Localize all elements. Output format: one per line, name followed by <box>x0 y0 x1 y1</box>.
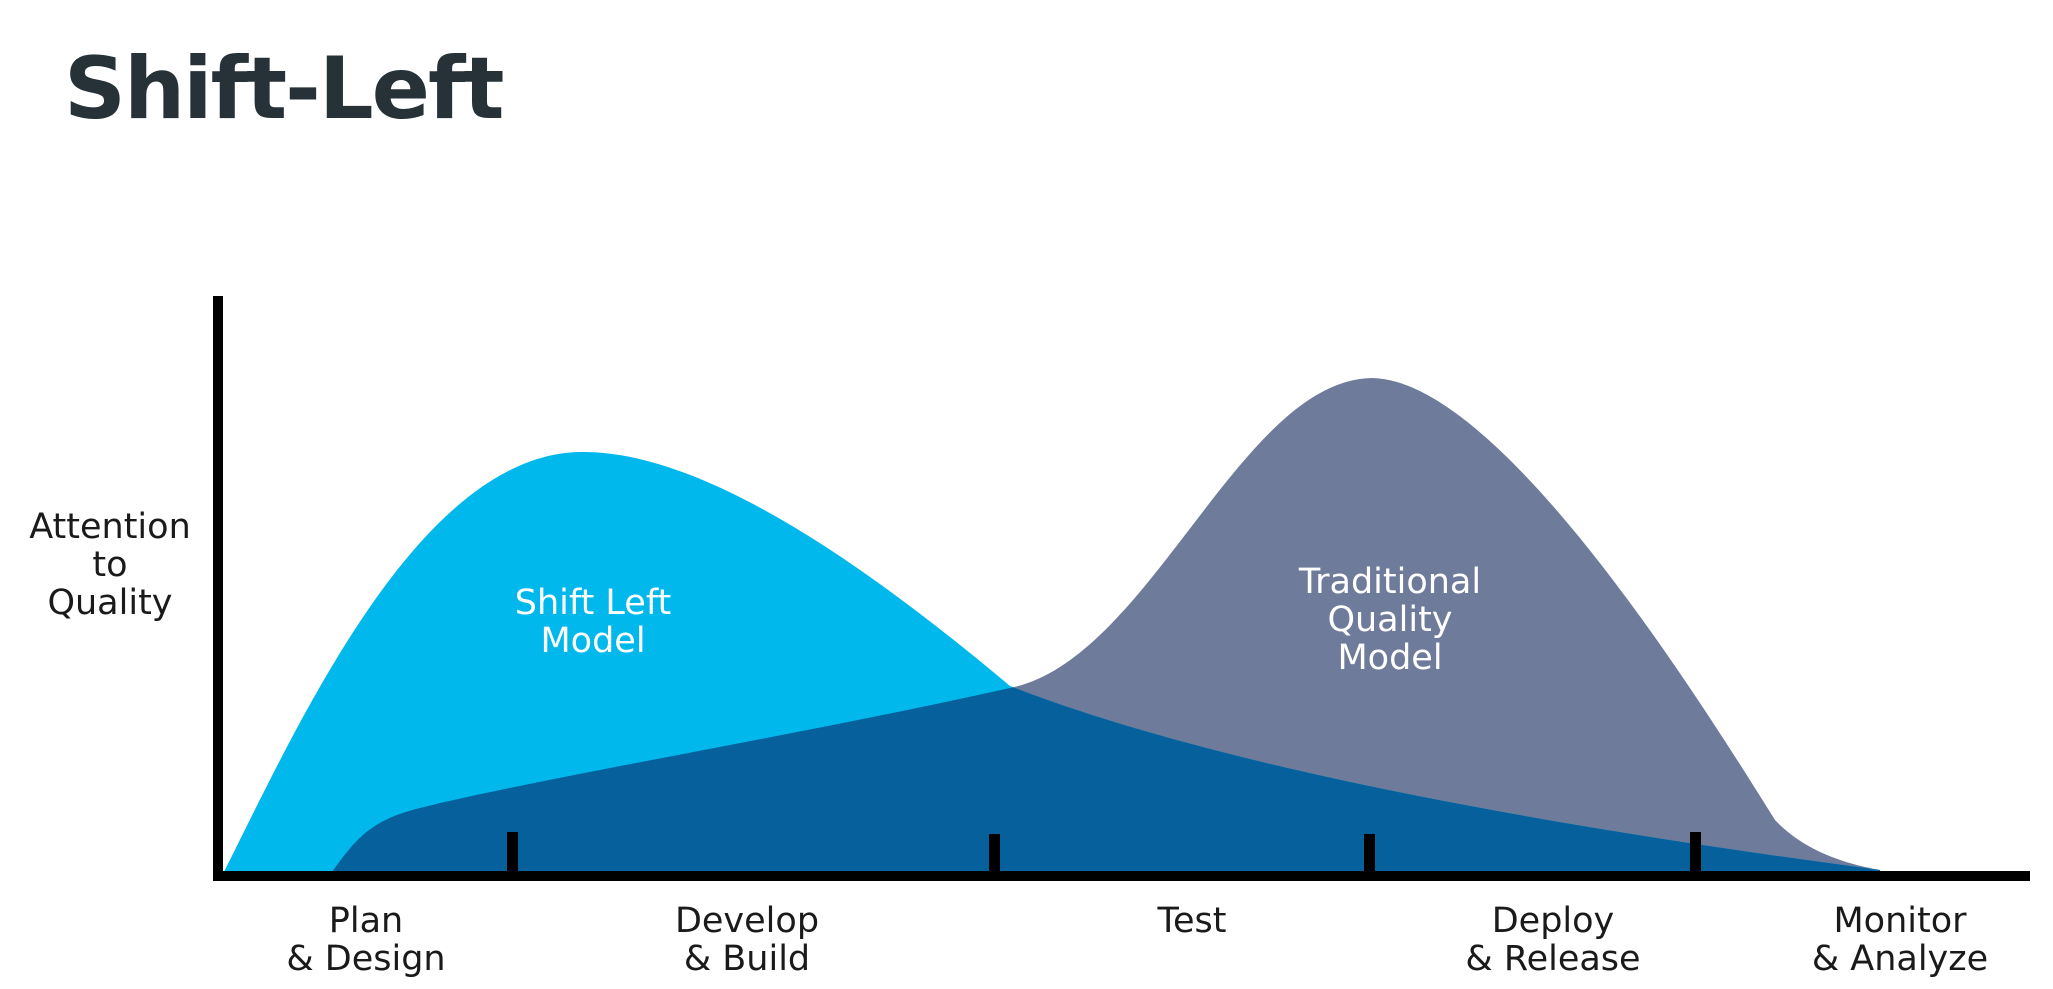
y-axis-label-line: Quality <box>47 583 173 623</box>
stage-label-line: & Analyze <box>1811 939 1989 979</box>
curve-label-line: Quality <box>1327 600 1453 640</box>
y-axis-line <box>213 296 223 881</box>
stage-label-line: & Release <box>1465 939 1641 979</box>
curve-label-line: Model <box>1337 638 1443 678</box>
traditional-model-label: Traditional Quality Model <box>1250 563 1530 677</box>
y-axis-label-line: Attention <box>29 507 191 547</box>
curve-label-line: Shift Left <box>514 583 672 623</box>
stage-divider-tick <box>1690 832 1701 872</box>
stage-label-line: & Build <box>683 939 811 979</box>
curve-label-line: Traditional <box>1298 562 1482 602</box>
stage-label-line: Monitor <box>1833 901 1967 941</box>
y-axis-label: Attention to Quality <box>10 508 210 622</box>
stage-test: Test <box>1092 902 1292 940</box>
stage-label-line: Plan <box>328 901 404 941</box>
stage-divider-tick <box>989 834 1000 874</box>
page-title: Shift-Left <box>64 39 505 139</box>
stage-label-line: & Design <box>286 939 446 979</box>
x-axis-line <box>213 871 2030 881</box>
stage-develop-build: Develop & Build <box>647 902 847 978</box>
stage-label-line: Deploy <box>1491 901 1615 941</box>
stage-monitor-analyze: Monitor & Analyze <box>1780 902 2020 978</box>
stage-label-line: Develop <box>674 901 820 941</box>
y-axis-label-line: to <box>92 545 128 585</box>
curve-label-line: Model <box>540 621 646 661</box>
stage-plan-design: Plan & Design <box>266 902 466 978</box>
stage-divider-tick <box>1364 834 1375 874</box>
stage-deploy-release: Deploy & Release <box>1443 902 1663 978</box>
stage-divider-tick <box>507 832 518 872</box>
stage-label-line: Test <box>1157 901 1227 941</box>
shift-left-model-label: Shift Left Model <box>473 584 713 660</box>
